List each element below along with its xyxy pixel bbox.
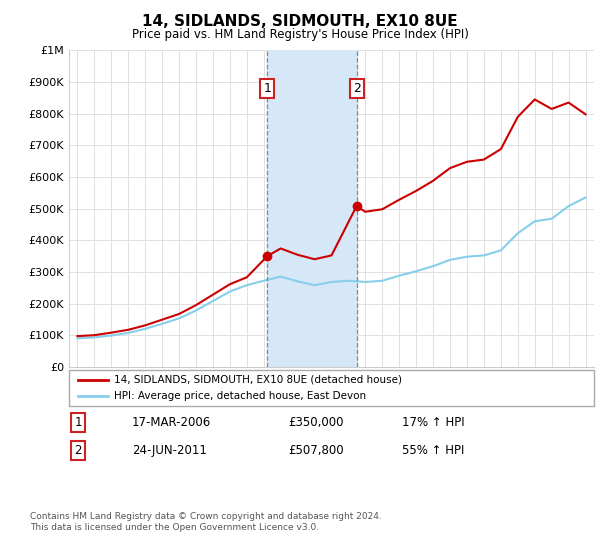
Text: 14, SIDLANDS, SIDMOUTH, EX10 8UE: 14, SIDLANDS, SIDMOUTH, EX10 8UE bbox=[142, 14, 458, 29]
Text: 2: 2 bbox=[74, 444, 82, 458]
Text: £507,800: £507,800 bbox=[288, 444, 344, 458]
Text: 14, SIDLANDS, SIDMOUTH, EX10 8UE (detached house): 14, SIDLANDS, SIDMOUTH, EX10 8UE (detach… bbox=[114, 375, 402, 385]
Text: 1: 1 bbox=[74, 416, 82, 430]
Text: HPI: Average price, detached house, East Devon: HPI: Average price, detached house, East… bbox=[114, 391, 366, 401]
Text: 2: 2 bbox=[353, 82, 361, 95]
Text: 1: 1 bbox=[263, 82, 271, 95]
Text: 17-MAR-2006: 17-MAR-2006 bbox=[132, 416, 211, 430]
Text: Contains HM Land Registry data © Crown copyright and database right 2024.
This d: Contains HM Land Registry data © Crown c… bbox=[30, 512, 382, 532]
Bar bbox=[268, 50, 356, 367]
Text: £350,000: £350,000 bbox=[288, 416, 343, 430]
Text: 17% ↑ HPI: 17% ↑ HPI bbox=[402, 416, 464, 430]
Text: 55% ↑ HPI: 55% ↑ HPI bbox=[402, 444, 464, 458]
Text: Price paid vs. HM Land Registry's House Price Index (HPI): Price paid vs. HM Land Registry's House … bbox=[131, 28, 469, 41]
Text: 24-JUN-2011: 24-JUN-2011 bbox=[132, 444, 207, 458]
